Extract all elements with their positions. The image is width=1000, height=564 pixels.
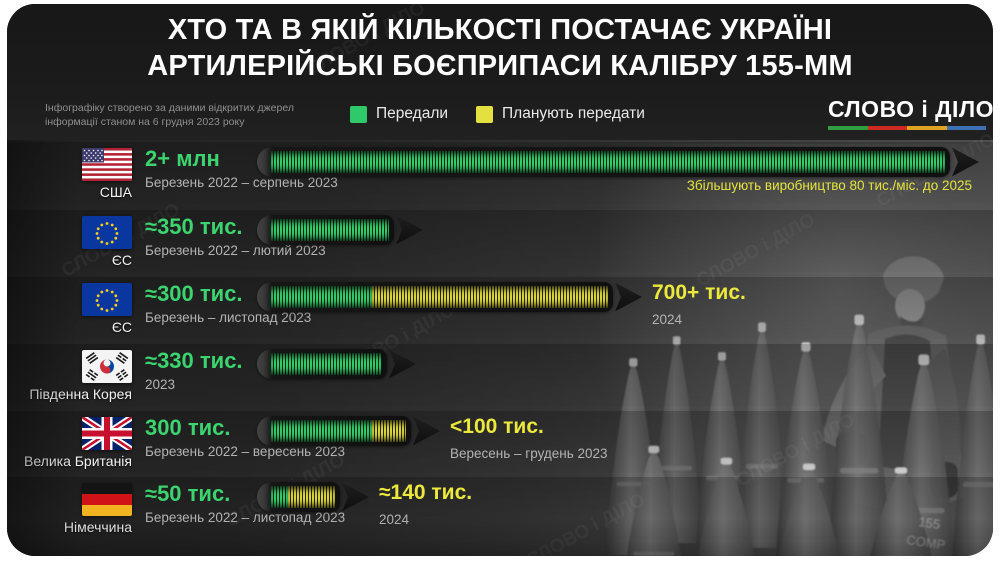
legend-delivered-label: Передали (376, 105, 449, 122)
delivered-bar-segment (271, 151, 945, 173)
logo-underline-segment (907, 126, 947, 130)
planned-period-label: Вересень – грудень 2023 (450, 446, 608, 461)
header-band (7, 4, 993, 140)
row-band (7, 210, 993, 272)
flag-us-icon (82, 148, 132, 181)
shell-casing (257, 215, 394, 245)
delivered-period-label: Березень 2022 – вересень 2023 (145, 444, 345, 459)
delivered-bar-segment (271, 219, 389, 241)
chart-row: Південна Корея ≈330 тис. 2023 (7, 344, 993, 410)
country-label: Південна Корея (29, 386, 132, 402)
shell-bar (257, 282, 642, 312)
source-note: Інфографіку створено за даними відкритих… (45, 101, 294, 129)
title-line-2: АРТИЛЕРІЙСЬКІ БОЄПРИПАСИ КАЛІБРУ 155-ММ (147, 50, 853, 82)
shell-bar (257, 215, 423, 245)
title-line-1: ХТО ТА В ЯКІЙ КІЛЬКОСТІ ПОСТАЧАЄ УКРАЇНІ (167, 14, 833, 46)
shell-bar (257, 349, 416, 379)
row-band (7, 477, 993, 539)
row-band (7, 344, 993, 406)
shell-casing (257, 349, 387, 379)
planned-bar-segment (372, 286, 608, 308)
delivered-period-label: Березень 2022 – лютий 2023 (145, 243, 326, 258)
planned-bar-segment (372, 420, 406, 442)
planned-value-label: ≈140 тис. (379, 481, 473, 504)
production-note-label: Збільшують виробництво 80 тис./міс. до 2… (686, 178, 972, 193)
shell-casing (257, 282, 613, 312)
planned-block: ≈140 тис. 2024 (379, 481, 472, 527)
shell-bar (257, 482, 369, 512)
source-note-line-1: Інфографіку створено за даними відкритих… (45, 102, 294, 114)
chart-row: ЄС ≈300 тис. Березень – листопад 2023 70… (7, 277, 993, 343)
source-note-line-2: інформації станом на 6 грудня 2023 року (45, 116, 245, 128)
shell-casing (257, 482, 340, 512)
delivered-value-label: ≈300 тис. (145, 281, 243, 306)
delivered-value-label: 2+ млн (145, 146, 220, 171)
delivered-period-label: 2023 (145, 377, 176, 392)
chart-row: ЄС ≈350 тис. Березень 2022 – лютий 2023 (7, 210, 993, 276)
delivered-bar-segment (271, 486, 288, 508)
flag-de-icon (82, 483, 132, 516)
slovo-i-dilo-logo: СЛОВО і ДІЛО (828, 96, 993, 130)
planned-period-label: 2024 (652, 312, 683, 327)
shell-tip-icon (396, 215, 423, 245)
shell-tip-icon (342, 482, 369, 512)
delivered-swatch-icon (350, 105, 367, 123)
flag-kr-icon (82, 350, 132, 383)
flag-eu-icon (82, 216, 132, 249)
delivered-value-label: 300 тис. (145, 415, 231, 440)
shell-bar (257, 416, 440, 446)
delivered-value-label: ≈50 тис. (145, 481, 231, 506)
flag-gb-icon (82, 417, 132, 450)
delivered-period-label: Березень – листопад 2023 (145, 310, 312, 325)
country-label: Велика Британія (23, 453, 132, 469)
legend-item-delivered: Передали (350, 105, 448, 123)
delivered-bar-segment (271, 420, 372, 442)
logo-underline (828, 126, 986, 130)
legend-planned-label: Планують передати (502, 105, 645, 122)
country-label: ЄС (111, 252, 132, 268)
shell-tip-icon (615, 282, 642, 312)
logo-underline-segment (867, 126, 907, 130)
planned-block: 700+ тис. 2024 (652, 281, 746, 327)
shell-bar (257, 147, 979, 177)
country-label: Німеччина (63, 519, 132, 535)
planned-value-label: <100 тис. (450, 415, 544, 438)
planned-bar-segment (288, 486, 335, 508)
chart-row: США 2+ млн Березень 2022 – серпень 2023 … (7, 142, 993, 208)
page-title: ХТО ТА В ЯКІЙ КІЛЬКОСТІ ПОСТАЧАЄ УКРАЇНІ… (7, 12, 993, 84)
delivered-bar-segment (271, 286, 372, 308)
planned-value-label: 700+ тис. (652, 281, 746, 304)
logo-underline-segment (828, 126, 868, 130)
delivered-period-label: Березень 2022 – серпень 2023 (145, 175, 338, 190)
legend: Передали Планують передати (350, 105, 645, 123)
country-label: ЄС (111, 319, 132, 335)
delivered-value-label: ≈330 тис. (145, 348, 243, 373)
chart-row: Німеччина ≈50 тис. Березень 2022 – листо… (7, 477, 993, 543)
shell-tip-icon (952, 147, 979, 177)
planned-period-label: 2024 (379, 512, 410, 527)
logo-text: СЛОВО і ДІЛО (828, 96, 993, 122)
logo-underline-segment (946, 126, 986, 130)
shell-casing (257, 147, 950, 177)
planned-swatch-icon (476, 105, 494, 123)
chart-row: Велика Британія 300 тис. Березень 2022 –… (7, 411, 993, 477)
flag-eu-icon (82, 283, 132, 316)
row-band (7, 411, 993, 473)
shell-tip-icon (413, 416, 440, 446)
delivered-value-label: ≈350 тис. (145, 214, 243, 239)
country-label: США (99, 184, 132, 200)
infographic-card: 155 COMP СЛОВО і ДІЛО СЛОВО і ДІЛО СЛОВО… (7, 4, 993, 556)
planned-block: <100 тис. Вересень – грудень 2023 (450, 415, 608, 461)
delivered-period-label: Березень 2022 – листопад 2023 (145, 510, 346, 525)
delivered-bar-segment (271, 353, 382, 375)
legend-item-planned: Планують передати (476, 105, 645, 123)
shell-tip-icon (389, 349, 416, 379)
shell-casing (257, 416, 411, 446)
